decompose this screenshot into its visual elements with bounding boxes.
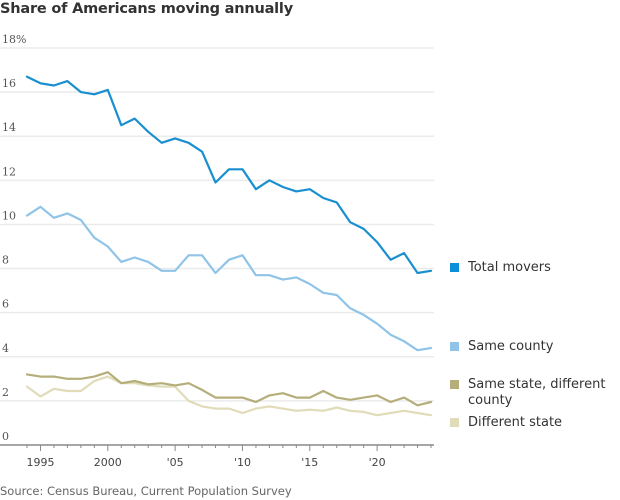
series-line-same-state-different-county [25, 371, 433, 407]
gridlines [0, 47, 434, 402]
legend-label: Total movers [468, 260, 551, 275]
y-axis-ticks: 0 2 4 6 8 10 12 14 16 18% [2, 33, 26, 443]
legend-item-same-state-different-county: Same state, different county [450, 377, 608, 409]
y-tick-label: 4 [2, 342, 9, 355]
y-tick-label: 8 [2, 254, 9, 267]
x-tick-label: 2000 [94, 456, 122, 469]
x-tick-label: '15 [301, 456, 318, 469]
series-line-different-state [25, 375, 433, 417]
y-tick-label: 2 [2, 386, 9, 399]
series-line-total-movers [25, 75, 433, 275]
legend-item-total-movers: Total movers [450, 260, 620, 276]
y-tick-label: 18% [2, 33, 26, 46]
legend-item-same-county: Same county [450, 339, 620, 355]
source-note: Source: Census Bureau, Current Populatio… [0, 484, 292, 498]
legend-label: Different state [468, 415, 563, 430]
y-tick-label: 16 [2, 77, 16, 90]
line-chart: 0 2 4 6 8 10 12 14 16 18% 1995 2000 '05 '10 '15 '20 [0, 33, 434, 469]
legend-item-different-state: Different state [450, 415, 620, 431]
y-tick-label: 14 [2, 121, 16, 134]
series-line-same-county [25, 205, 433, 352]
legend-swatch [450, 418, 459, 427]
x-tick-label: 1995 [26, 456, 54, 469]
y-tick-label: 12 [2, 165, 16, 178]
x-tick-label: '05 [167, 456, 184, 469]
x-tick-label: '20 [369, 456, 386, 469]
legend-label: Same state, different county [468, 377, 606, 408]
y-tick-label: 0 [2, 430, 9, 443]
x-axis: 1995 2000 '05 '10 '15 '20 [0, 444, 434, 469]
x-tick-label: '10 [234, 456, 251, 469]
legend-swatch [450, 380, 459, 389]
legend-swatch [450, 263, 459, 272]
y-tick-label: 10 [2, 209, 16, 222]
y-tick-label: 6 [2, 298, 9, 311]
series-lines [25, 75, 433, 417]
legend-swatch [450, 342, 459, 351]
chart-title: Share of Americans moving annually [0, 1, 293, 17]
legend-label: Same county [468, 339, 554, 354]
